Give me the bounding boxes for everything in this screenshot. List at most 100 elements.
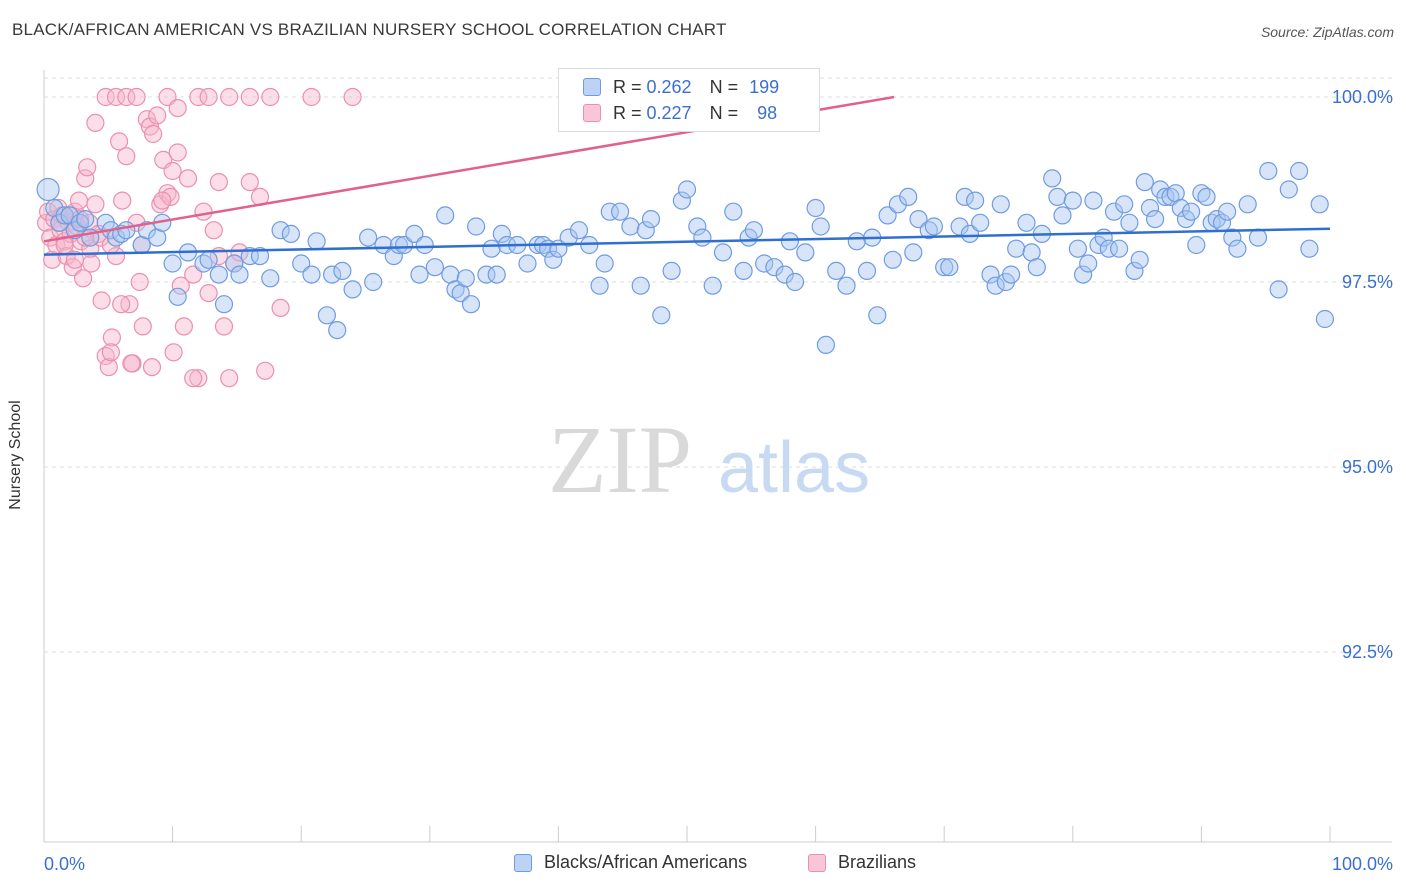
chart-title: BLACK/AFRICAN AMERICAN VS BRAZILIAN NURS… bbox=[12, 20, 727, 39]
watermark-zip: ZIP bbox=[548, 406, 692, 513]
blue-point-133 bbox=[1048, 187, 1067, 206]
blue-point-109 bbox=[888, 195, 908, 214]
pink-point-32 bbox=[117, 147, 136, 166]
blue-point-136 bbox=[1068, 239, 1088, 258]
pink-point-40 bbox=[144, 124, 163, 144]
blue-point-36 bbox=[323, 265, 342, 284]
blue-point-176 bbox=[1315, 309, 1335, 329]
blue-point-145 bbox=[1115, 195, 1134, 214]
pink-point-27 bbox=[99, 358, 118, 377]
blue-point-77 bbox=[631, 276, 650, 295]
blue-point-0 bbox=[36, 177, 60, 202]
blue-point-72 bbox=[590, 276, 609, 295]
blue-point-144 bbox=[1109, 239, 1129, 258]
grid-layer bbox=[44, 77, 1392, 653]
pink-point-65 bbox=[96, 87, 115, 107]
pink-point-85 bbox=[122, 354, 141, 373]
blue-point-142 bbox=[1099, 239, 1118, 258]
legend-swatch-pink bbox=[583, 104, 601, 122]
pink-point-50 bbox=[178, 169, 198, 188]
blue-point-25 bbox=[225, 254, 244, 273]
blue-point-167 bbox=[1228, 239, 1247, 258]
pink-point-61 bbox=[240, 173, 259, 192]
blue-point-27 bbox=[240, 247, 259, 266]
blue-point-174 bbox=[1300, 239, 1319, 258]
blue-point-134 bbox=[1053, 206, 1072, 225]
legend-pink-n-value: 98 bbox=[757, 102, 778, 123]
pink-point-20 bbox=[78, 158, 97, 177]
blue-point-44 bbox=[389, 235, 408, 255]
pink-point-97 bbox=[101, 343, 121, 362]
blue-point-175 bbox=[1310, 195, 1329, 214]
blue-point-123 bbox=[986, 276, 1005, 295]
pink-point-19 bbox=[76, 169, 95, 188]
pink-point-60 bbox=[230, 243, 249, 262]
pink-point-77 bbox=[343, 87, 362, 107]
blue-point-104 bbox=[857, 261, 877, 280]
blue-point-69 bbox=[559, 228, 578, 247]
blue-point-24 bbox=[214, 295, 234, 314]
points-layer bbox=[36, 87, 1335, 388]
pink-point-55 bbox=[204, 221, 223, 240]
blue-point-19 bbox=[168, 287, 187, 306]
blue-point-59 bbox=[487, 265, 506, 284]
blue-point-111 bbox=[904, 243, 923, 262]
blue-point-30 bbox=[271, 221, 290, 240]
blue-point-31 bbox=[281, 224, 300, 243]
blue-point-151 bbox=[1145, 210, 1165, 229]
pink-point-73 bbox=[220, 87, 239, 107]
blue-point-132 bbox=[1043, 169, 1062, 188]
blue-point-114 bbox=[924, 217, 944, 236]
pink-point-56 bbox=[209, 173, 228, 192]
blue-point-40 bbox=[359, 228, 378, 247]
blue-point-119 bbox=[960, 224, 980, 243]
blue-point-81 bbox=[662, 261, 681, 280]
blue-point-110 bbox=[899, 187, 918, 206]
blue-point-172 bbox=[1279, 180, 1298, 199]
blue-point-45 bbox=[395, 235, 414, 255]
bottom-legend-blue: Blacks/African Americans bbox=[514, 852, 747, 873]
blue-point-60 bbox=[492, 224, 511, 243]
tick-label-layer: 100.0% 97.5% 95.0% 92.5% 0.0% 100.0% bbox=[44, 87, 1393, 874]
blue-point-54 bbox=[456, 269, 475, 288]
blue-point-89 bbox=[734, 261, 753, 280]
blue-point-116 bbox=[940, 258, 959, 277]
blue-point-42 bbox=[374, 235, 393, 255]
blue-point-156 bbox=[1171, 198, 1190, 218]
blue-point-84 bbox=[688, 217, 707, 236]
pink-point-48 bbox=[171, 276, 190, 295]
blue-point-13 bbox=[117, 221, 136, 240]
legend-pink-n-label: N = bbox=[709, 102, 744, 123]
blue-point-78 bbox=[636, 221, 655, 240]
blue-point-94 bbox=[775, 265, 794, 284]
pink-point-49 bbox=[174, 317, 193, 336]
blue-point-159 bbox=[1187, 235, 1206, 255]
blue-point-23 bbox=[209, 265, 228, 284]
pink-point-64 bbox=[271, 298, 290, 317]
blue-point-165 bbox=[1217, 202, 1237, 221]
blue-point-95 bbox=[780, 232, 800, 251]
blue-point-75 bbox=[610, 202, 630, 221]
pink-point-30 bbox=[109, 132, 129, 151]
bottom-legend-pink: Brazilians bbox=[808, 852, 916, 873]
blue-point-63 bbox=[518, 254, 537, 273]
blue-point-98 bbox=[806, 198, 825, 218]
blue-point-57 bbox=[477, 265, 496, 284]
blue-point-103 bbox=[847, 232, 866, 251]
watermark: ZIP atlas bbox=[548, 406, 870, 513]
pink-point-28 bbox=[102, 328, 122, 347]
pink-point-37 bbox=[133, 317, 152, 336]
blue-point-76 bbox=[621, 217, 640, 236]
blue-point-112 bbox=[909, 210, 928, 229]
pink-point-18 bbox=[73, 269, 93, 288]
blue-point-46 bbox=[405, 224, 424, 243]
y-tick-label-3: 92.5% bbox=[1342, 642, 1393, 662]
blue-point-147 bbox=[1125, 261, 1144, 280]
pink-point-94 bbox=[65, 250, 85, 269]
blue-point-47 bbox=[410, 265, 429, 284]
pink-point-74 bbox=[240, 87, 259, 107]
blue-point-34 bbox=[307, 232, 326, 251]
pink-point-90 bbox=[184, 369, 203, 388]
legend-pink-r-label: R = bbox=[613, 102, 647, 123]
blue-point-124 bbox=[991, 195, 1010, 214]
